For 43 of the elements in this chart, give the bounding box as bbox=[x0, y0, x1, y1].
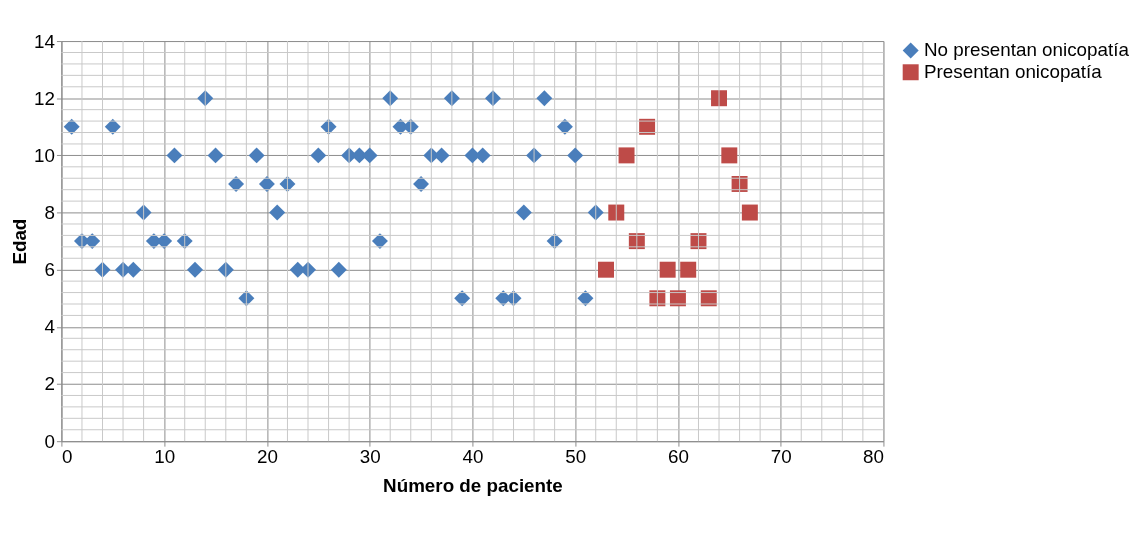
point bbox=[258, 175, 275, 192]
point bbox=[741, 204, 758, 221]
x-axis-title: Número de paciente bbox=[383, 475, 563, 497]
point bbox=[659, 261, 676, 278]
legend-label: No presentan onicopatía bbox=[924, 39, 1130, 61]
point bbox=[618, 147, 635, 164]
x-tick-label: 40 bbox=[462, 446, 484, 468]
point bbox=[187, 261, 203, 278]
point bbox=[371, 233, 388, 250]
y-tick-label: 6 bbox=[44, 259, 55, 281]
y-axis-title: Edad bbox=[9, 218, 31, 265]
x-tick-label: 50 bbox=[565, 446, 587, 468]
x-tick-label: 80 bbox=[863, 446, 884, 468]
x-tick-label: 20 bbox=[256, 446, 278, 468]
point bbox=[330, 261, 347, 278]
point bbox=[608, 204, 625, 221]
x-tick-label: 30 bbox=[359, 446, 381, 468]
point bbox=[207, 147, 224, 164]
point bbox=[228, 175, 245, 192]
x-tick-label: 70 bbox=[770, 446, 792, 468]
point bbox=[63, 118, 80, 135]
point bbox=[248, 147, 265, 164]
y-tick-label: 14 bbox=[34, 30, 55, 52]
y-tick-label: 0 bbox=[44, 430, 55, 452]
y-tick-label: 4 bbox=[44, 316, 55, 338]
y-tick-label: 2 bbox=[44, 373, 55, 395]
y-tick-label: 12 bbox=[34, 87, 55, 109]
point bbox=[577, 290, 594, 307]
point bbox=[721, 147, 738, 164]
point bbox=[269, 204, 286, 221]
x-tick-label: 0 bbox=[61, 446, 73, 468]
point bbox=[536, 90, 553, 107]
point bbox=[567, 147, 584, 164]
point bbox=[680, 261, 697, 278]
y-tick-label: 10 bbox=[34, 144, 55, 166]
point bbox=[166, 147, 183, 164]
point bbox=[598, 261, 614, 278]
point bbox=[515, 204, 532, 221]
x-tick-label: 10 bbox=[154, 446, 176, 468]
point bbox=[310, 147, 327, 164]
y-tick-label: 8 bbox=[44, 201, 55, 223]
legend-label: Presentan onicopatía bbox=[924, 61, 1103, 83]
x-tick-label: 60 bbox=[667, 446, 689, 468]
